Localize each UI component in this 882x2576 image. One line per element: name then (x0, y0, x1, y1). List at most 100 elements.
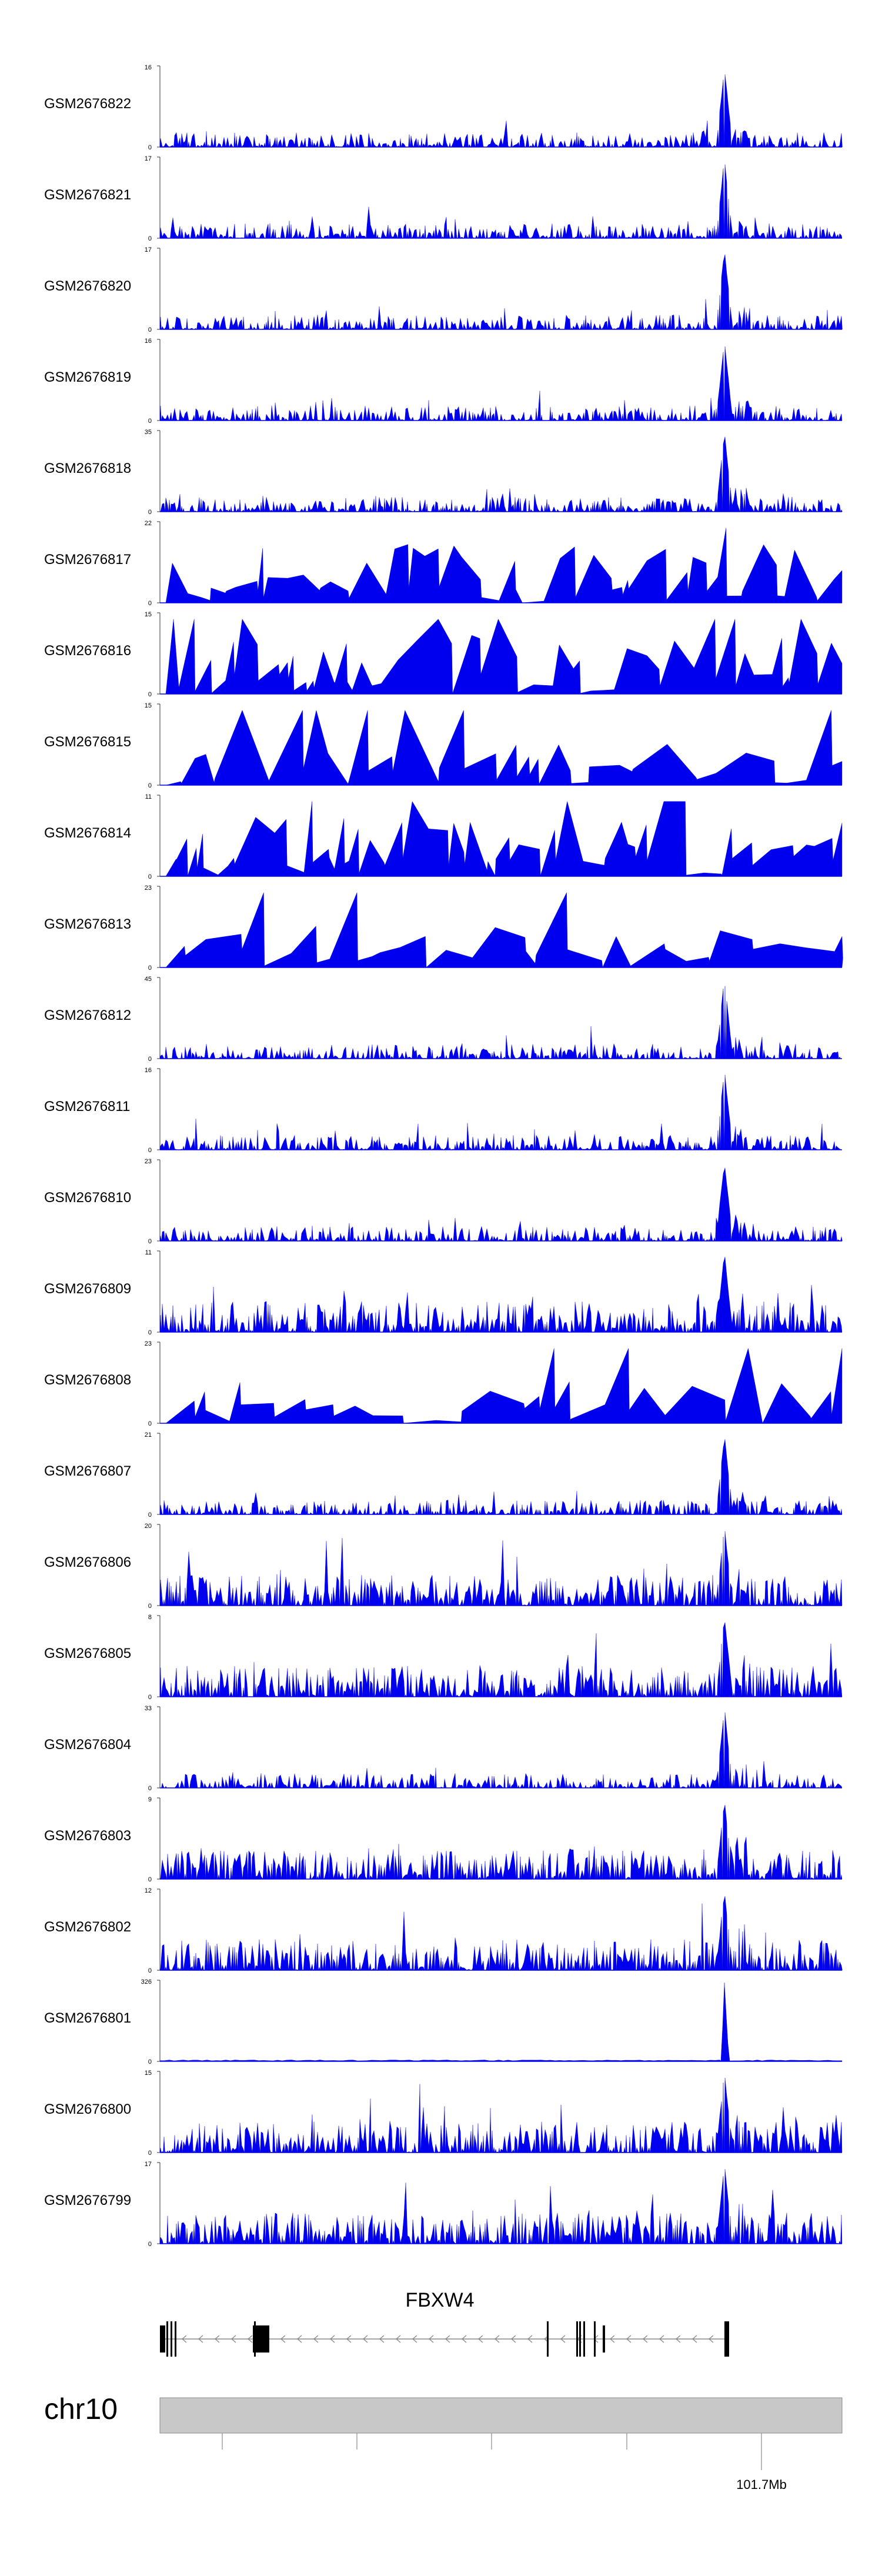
y-min-label: 0 (148, 1511, 152, 1519)
signal-area (159, 2077, 843, 2153)
track-GSM2676800: GSM2676800 15 0 (44, 2070, 843, 2157)
track-label: GSM2676809 (44, 1281, 131, 1297)
strand-arrow-icon (495, 2335, 500, 2343)
gene-exon (594, 2321, 596, 2357)
track-GSM2676816: GSM2676816 15 0 (44, 611, 843, 698)
y-min-label: 0 (148, 1876, 152, 1883)
y-min-label: 0 (148, 1694, 152, 1701)
y-max-label: 12 (145, 1887, 152, 1894)
strand-arrow-icon (182, 2335, 187, 2343)
y-max-label: 16 (145, 64, 152, 71)
strand-arrow-icon (396, 2335, 401, 2343)
signal-area (159, 2169, 843, 2244)
y-min-label: 0 (148, 1056, 152, 1063)
y-min-label: 0 (148, 1420, 152, 1427)
signal-area (159, 1982, 843, 2062)
strand-arrow-icon (511, 2335, 516, 2343)
signal-area (165, 619, 843, 695)
y-min-label: 0 (148, 1238, 152, 1245)
strand-arrow-icon (429, 2335, 434, 2343)
track-label: GSM2676812 (44, 1007, 131, 1023)
signal-area (159, 1531, 843, 1606)
y-max-label: 17 (145, 2161, 152, 2168)
track-GSM2676799: GSM2676799 17 0 (44, 2161, 843, 2248)
y-min-label: 0 (148, 2058, 152, 2066)
signal-area (165, 892, 843, 968)
track-label: GSM2676804 (44, 1737, 131, 1753)
y-min-label: 0 (148, 1967, 152, 1974)
gene-exon (547, 2321, 549, 2357)
y-max-label: 23 (145, 885, 152, 892)
track-label: GSM2676820 (44, 278, 131, 294)
strand-arrow-icon (445, 2335, 450, 2343)
chromosome-label: chr10 (44, 2393, 118, 2425)
track-GSM2676808: GSM2676808 23 0 (44, 1340, 843, 1427)
track-label: GSM2676803 (44, 1828, 131, 1844)
y-max-label: 16 (145, 1067, 152, 1074)
track-label: GSM2676819 (44, 369, 131, 385)
strand-arrow-icon (346, 2335, 352, 2343)
track-GSM2676819: GSM2676819 16 0 (44, 338, 843, 425)
y-min-label: 0 (148, 144, 152, 151)
track-label: GSM2676806 (44, 1554, 131, 1570)
chromosome-ideogram-bar (159, 2397, 843, 2434)
strand-arrow-icon (379, 2335, 385, 2343)
signal-area (159, 1257, 843, 1333)
signal-area (159, 986, 842, 1059)
y-max-label: 22 (145, 520, 152, 527)
gene-exon (724, 2321, 729, 2357)
track-label: GSM2676810 (44, 1190, 131, 1206)
track-label: GSM2676821 (44, 187, 131, 203)
track-label: GSM2676813 (44, 916, 131, 932)
y-min-label: 0 (148, 326, 152, 333)
track-label: GSM2676808 (44, 1372, 131, 1388)
y-max-label: 23 (145, 1340, 152, 1347)
signal-area (165, 710, 843, 786)
signal-tracks: GSM2676822160GSM2676821170GSM2676820170G… (44, 64, 843, 2248)
track-label: GSM2676814 (44, 825, 131, 841)
strand-arrow-icon (231, 2335, 236, 2343)
signal-area (165, 528, 843, 603)
strand-arrow-icon (330, 2335, 335, 2343)
signal-area (159, 1804, 843, 1880)
track-GSM2676807: GSM2676807 21 0 (44, 1432, 843, 1519)
signal-area (165, 1348, 843, 1424)
strand-arrow-icon (313, 2335, 319, 2343)
track-GSM2676812: GSM2676812 45 0 (44, 976, 842, 1063)
track-label: GSM2676807 (44, 1463, 131, 1479)
strand-arrow-icon (692, 2335, 697, 2343)
y-min-label: 0 (148, 782, 152, 789)
signal-area (159, 164, 843, 239)
track-GSM2676813: GSM2676813 23 0 (44, 885, 843, 972)
track-GSM2676818: GSM2676818 35 0 (44, 429, 843, 516)
signal-area (159, 436, 843, 512)
axis-tick-label: 101.7Mb (736, 2477, 787, 2492)
track-label: GSM2676822 (44, 96, 131, 112)
signal-area (160, 1712, 843, 1788)
strand-arrow-icon (462, 2335, 467, 2343)
y-max-label: 20 (145, 1523, 152, 1530)
gene-exon (583, 2321, 585, 2357)
signal-area (165, 801, 843, 877)
strand-arrow-icon (280, 2335, 286, 2343)
track-label: GSM2676816 (44, 643, 131, 659)
gene-exon (160, 2325, 165, 2353)
y-min-label: 0 (148, 1329, 152, 1336)
track-GSM2676810: GSM2676810 23 0 (44, 1158, 843, 1245)
gene-exon (254, 2321, 256, 2357)
gene-exon (166, 2321, 168, 2357)
y-max-label: 11 (145, 1249, 152, 1256)
signal-area (159, 1167, 843, 1242)
strand-arrow-icon (709, 2335, 714, 2343)
y-min-label: 0 (148, 600, 152, 607)
y-min-label: 0 (148, 235, 152, 242)
y-max-label: 11 (145, 793, 152, 800)
gene-name-label: FBXW4 (405, 2289, 474, 2311)
track-GSM2676803: GSM2676803 9 0 (44, 1796, 843, 1883)
track-label: GSM2676802 (44, 1919, 131, 1935)
track-label: GSM2676815 (44, 734, 131, 750)
track-GSM2676815: GSM2676815 15 0 (44, 702, 843, 789)
strand-arrow-icon (626, 2335, 632, 2343)
track-label: GSM2676799 (44, 2193, 131, 2208)
track-label: GSM2676817 (44, 552, 131, 568)
